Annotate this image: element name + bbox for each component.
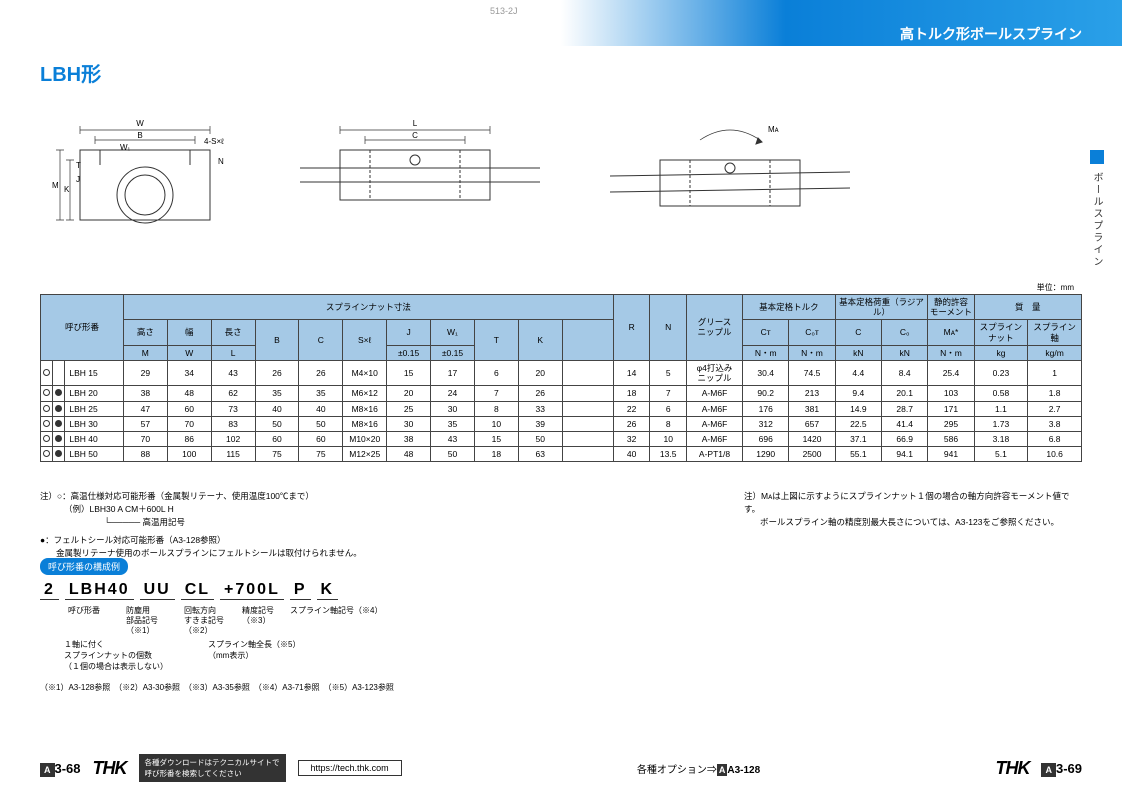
svg-text:J: J xyxy=(76,175,80,184)
logo-right: THK xyxy=(995,758,1029,779)
svg-text:T: T xyxy=(76,161,81,170)
table-row: LBH 152934432626M4×101517620145φ4打込み ニップ… xyxy=(41,360,1082,385)
svg-text:L: L xyxy=(413,119,418,128)
svg-text:M: M xyxy=(52,181,59,190)
page-title: LBH形 xyxy=(40,58,101,87)
header-title: 高トルク形ボールスプライン xyxy=(900,24,1082,44)
table-row: LBH 254760734040M8×162530833226A-M6F1763… xyxy=(41,401,1082,416)
table-row: LBH 203848623535M6×122024726187A-M6F90.2… xyxy=(41,386,1082,401)
config-example: 2LBH40UUCL+700LPK xyxy=(40,581,640,600)
svg-text:C: C xyxy=(412,131,418,140)
svg-text:4-S×ℓ: 4-S×ℓ xyxy=(204,137,224,146)
page-num-left: A3-68 xyxy=(40,761,81,776)
download-url[interactable]: https://tech.thk.com xyxy=(298,760,402,776)
page-num-right: A3-69 xyxy=(1041,761,1082,776)
config-badge: 呼び形番の構成例 xyxy=(40,558,128,575)
config-sub-row: １軸に付く スプラインナットの個数 （１個の場合は表示しない） スプライン軸全長… xyxy=(40,640,640,672)
table-row: LBH 305770835050M8×1630351039268A-M6F312… xyxy=(41,416,1082,431)
download-badge: 各種ダウンロードはテクニカルサイトで 呼び形番を検索してください xyxy=(139,754,286,782)
side-tab-label: ボールスプライン xyxy=(1090,172,1104,268)
config-references: （※1）A3-128参照 （※2）A3-30参照 （※3）A3-35参照 （※4… xyxy=(40,682,640,693)
technical-diagrams: W B W₁ 4-S×ℓ N M K T J L C Mᴀ xyxy=(40,110,1082,270)
spec-table: 呼び形番 スプラインナット寸法 R N グリース ニップル 基本定格トルク 基本… xyxy=(40,294,1082,462)
config-labels-row: 呼び形番 防塵用 部品記号 （※1） 回転方向 すきま記号 （※2） 精度記号 … xyxy=(40,606,640,636)
svg-text:N: N xyxy=(218,157,224,166)
side-tab-marker xyxy=(1090,150,1104,164)
svg-text:W₁: W₁ xyxy=(120,143,131,152)
notes-right: 注）Mᴀは上図に示すようにスプラインナット１個の場合の軸方向許容モーメント値です… xyxy=(744,490,1084,528)
page-footer: A3-68 THK 各種ダウンロードはテクニカルサイトで 呼び形番を検索してくだ… xyxy=(40,756,1082,780)
table-row: LBH 50881001157575M12×25485018634013.5A-… xyxy=(41,447,1082,462)
model-number-config: 呼び形番の構成例 2LBH40UUCL+700LPK 呼び形番 防塵用 部品記号… xyxy=(40,558,640,693)
page-header-left: 513-2J xyxy=(490,6,518,16)
table-row: LBH 4070861026060M10×20384315503210A-M6F… xyxy=(41,431,1082,446)
svg-text:Mᴀ: Mᴀ xyxy=(768,125,779,134)
logo-left: THK xyxy=(93,758,127,779)
diagram-moment-view: Mᴀ xyxy=(600,110,860,260)
diagram-top-view: L C xyxy=(290,110,550,260)
diagram-front-view: W B W₁ 4-S×ℓ N M K T J xyxy=(40,110,240,260)
svg-text:K: K xyxy=(64,185,70,194)
svg-text:B: B xyxy=(137,131,142,140)
options-link: 各種オプション⇒AA3-128 xyxy=(637,761,760,776)
svg-text:W: W xyxy=(136,119,144,128)
notes-left: 注）○：高温仕様対応可能形番（金属製リテーナ、使用温度100℃まで） （例）LB… xyxy=(40,490,560,560)
unit-label: 単位：mm xyxy=(1037,282,1074,293)
